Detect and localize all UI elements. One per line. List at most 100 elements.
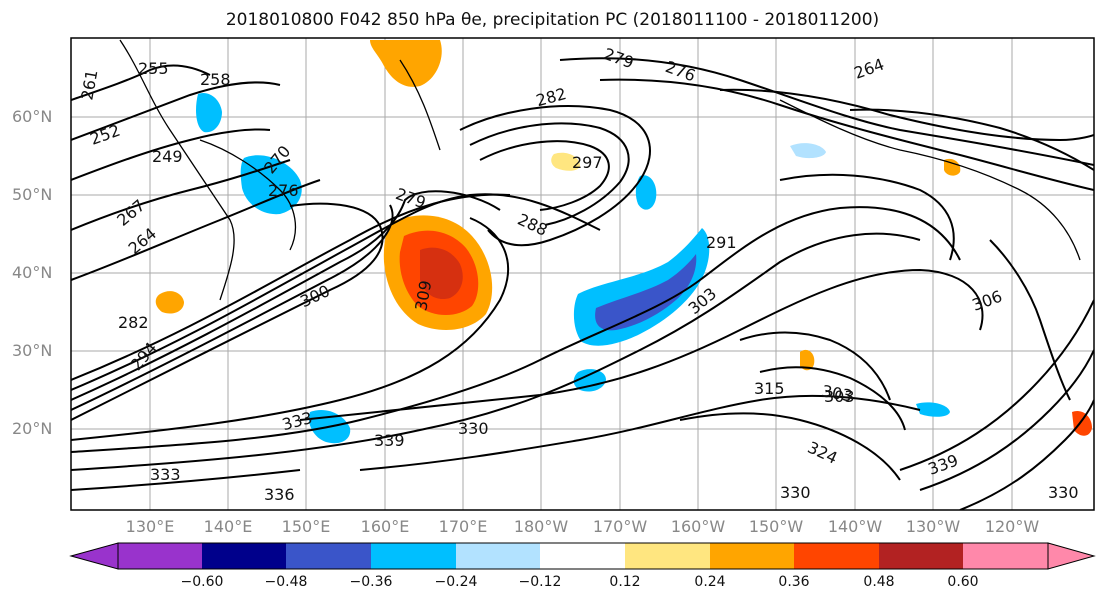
colorbar-swatch xyxy=(118,543,202,569)
contour-line xyxy=(959,399,1094,510)
colorbar-tick-label: −0.48 xyxy=(264,574,308,590)
shading-positive-north xyxy=(370,40,442,87)
contour-label: 255 xyxy=(138,59,169,78)
contour-line xyxy=(679,412,901,481)
lat-label-20n: 20°N xyxy=(12,419,53,438)
shading-positive-small-3 xyxy=(800,349,815,371)
contour-line xyxy=(71,193,601,391)
colorbar-swatch xyxy=(879,543,963,569)
colorbar-tick-label: 0.24 xyxy=(694,574,726,590)
contour-line xyxy=(989,239,1071,401)
contour-label: 330 xyxy=(1048,483,1079,502)
colorbar-tick-label: 0.36 xyxy=(778,574,810,590)
colorbar-border xyxy=(117,542,1049,570)
contour-line xyxy=(71,179,321,281)
contour-label: 330 xyxy=(458,419,489,438)
contour-line xyxy=(299,268,984,421)
contour-label: 336 xyxy=(264,485,295,504)
contour-line xyxy=(899,299,1094,471)
contour-line xyxy=(71,469,301,491)
colorbar-swatch xyxy=(625,543,710,569)
theta-e-contours xyxy=(71,57,1094,510)
colorbar-extend-high xyxy=(1047,542,1096,570)
lon-label-130e: 130°E xyxy=(125,517,175,536)
shading-negative-sea xyxy=(196,92,222,133)
contour-line xyxy=(849,108,1094,171)
map-frame-border xyxy=(70,37,1095,511)
contour-line xyxy=(71,64,211,101)
contour-line xyxy=(459,105,651,247)
contour-label: 330 xyxy=(780,483,811,502)
contour-line xyxy=(71,159,291,231)
contour-line xyxy=(71,81,281,141)
contour-line xyxy=(479,140,610,211)
lon-label-140e: 140°E xyxy=(203,517,253,536)
colorbar-swatch xyxy=(371,543,456,569)
contour-label: 315 xyxy=(754,379,785,398)
shading-positive-small-2 xyxy=(551,152,580,171)
colorbar-tick-label: −0.60 xyxy=(180,574,224,590)
colorbar-swatch xyxy=(286,543,371,569)
lon-label-160e: 160°E xyxy=(360,517,410,536)
contour-line xyxy=(779,173,955,261)
lon-label-130w: 130°W xyxy=(905,517,961,536)
shading-negative-small-4 xyxy=(916,402,950,417)
colorbar-swatch xyxy=(540,543,625,569)
coastline xyxy=(119,39,235,301)
coastline xyxy=(779,99,1081,261)
lon-label-170e: 170°E xyxy=(438,517,488,536)
lon-label-170w: 170°W xyxy=(592,517,648,536)
contour-label: 339 xyxy=(374,431,405,450)
colorbar-extend-low xyxy=(69,542,119,570)
shading-positive-small-5 xyxy=(944,158,961,176)
coastline xyxy=(399,59,441,151)
contour-label: 333 xyxy=(150,465,181,484)
contour-line xyxy=(71,204,394,411)
contour-label: 291 xyxy=(706,233,737,252)
colorbar xyxy=(69,542,1096,570)
colorbar-tick-label: 0.12 xyxy=(609,574,641,590)
contour-line xyxy=(739,331,891,401)
colorbar-swatch xyxy=(456,543,540,569)
colorbar-tick-label: −0.24 xyxy=(434,574,478,590)
lon-label-150w: 150°W xyxy=(748,517,804,536)
coastline xyxy=(199,139,297,251)
contour-line xyxy=(71,190,501,401)
colorbar-swatch xyxy=(963,543,1048,569)
colorbar-tick-label: 0.60 xyxy=(947,574,979,590)
contour-label: 249 xyxy=(152,147,183,166)
shading-positive-peak xyxy=(420,247,463,300)
lat-label-50n: 50°N xyxy=(12,185,53,204)
contour-label: 282 xyxy=(118,313,149,332)
lat-label-60n: 60°N xyxy=(12,107,53,126)
contour-line xyxy=(71,193,511,381)
contour-label: 258 xyxy=(200,70,231,89)
contour-line xyxy=(71,202,384,421)
contour-line xyxy=(599,78,1094,191)
contour-line xyxy=(759,366,906,431)
contour-line xyxy=(71,206,961,453)
contour-line xyxy=(71,232,921,471)
shading-negative-small-3 xyxy=(573,369,606,392)
lon-label-150e: 150°E xyxy=(281,517,331,536)
shading-positive-small-1 xyxy=(155,291,184,314)
lat-label-40n: 40°N xyxy=(12,263,53,282)
contour-line xyxy=(559,57,1094,166)
lat-label-30n: 30°N xyxy=(12,341,53,360)
contour-line xyxy=(469,122,630,226)
colorbar-tick-label: 0.48 xyxy=(863,574,895,590)
colorbar-tick-label: −0.36 xyxy=(349,574,393,590)
contour-label: 303 xyxy=(824,387,855,406)
colorbar-tick-label: −0.12 xyxy=(518,574,562,590)
shading-positive-small-4 xyxy=(1072,410,1092,436)
lon-label-180w: 180°W xyxy=(513,517,569,536)
shading-negative-small-5 xyxy=(790,143,826,159)
contour-line xyxy=(719,88,1094,142)
coastlines xyxy=(119,39,1081,301)
lon-label-140w: 140°W xyxy=(827,517,883,536)
contour-line xyxy=(71,217,510,441)
colorbar-swatch xyxy=(202,543,286,569)
contour-line xyxy=(359,394,921,471)
contour-label: 297 xyxy=(572,153,603,172)
